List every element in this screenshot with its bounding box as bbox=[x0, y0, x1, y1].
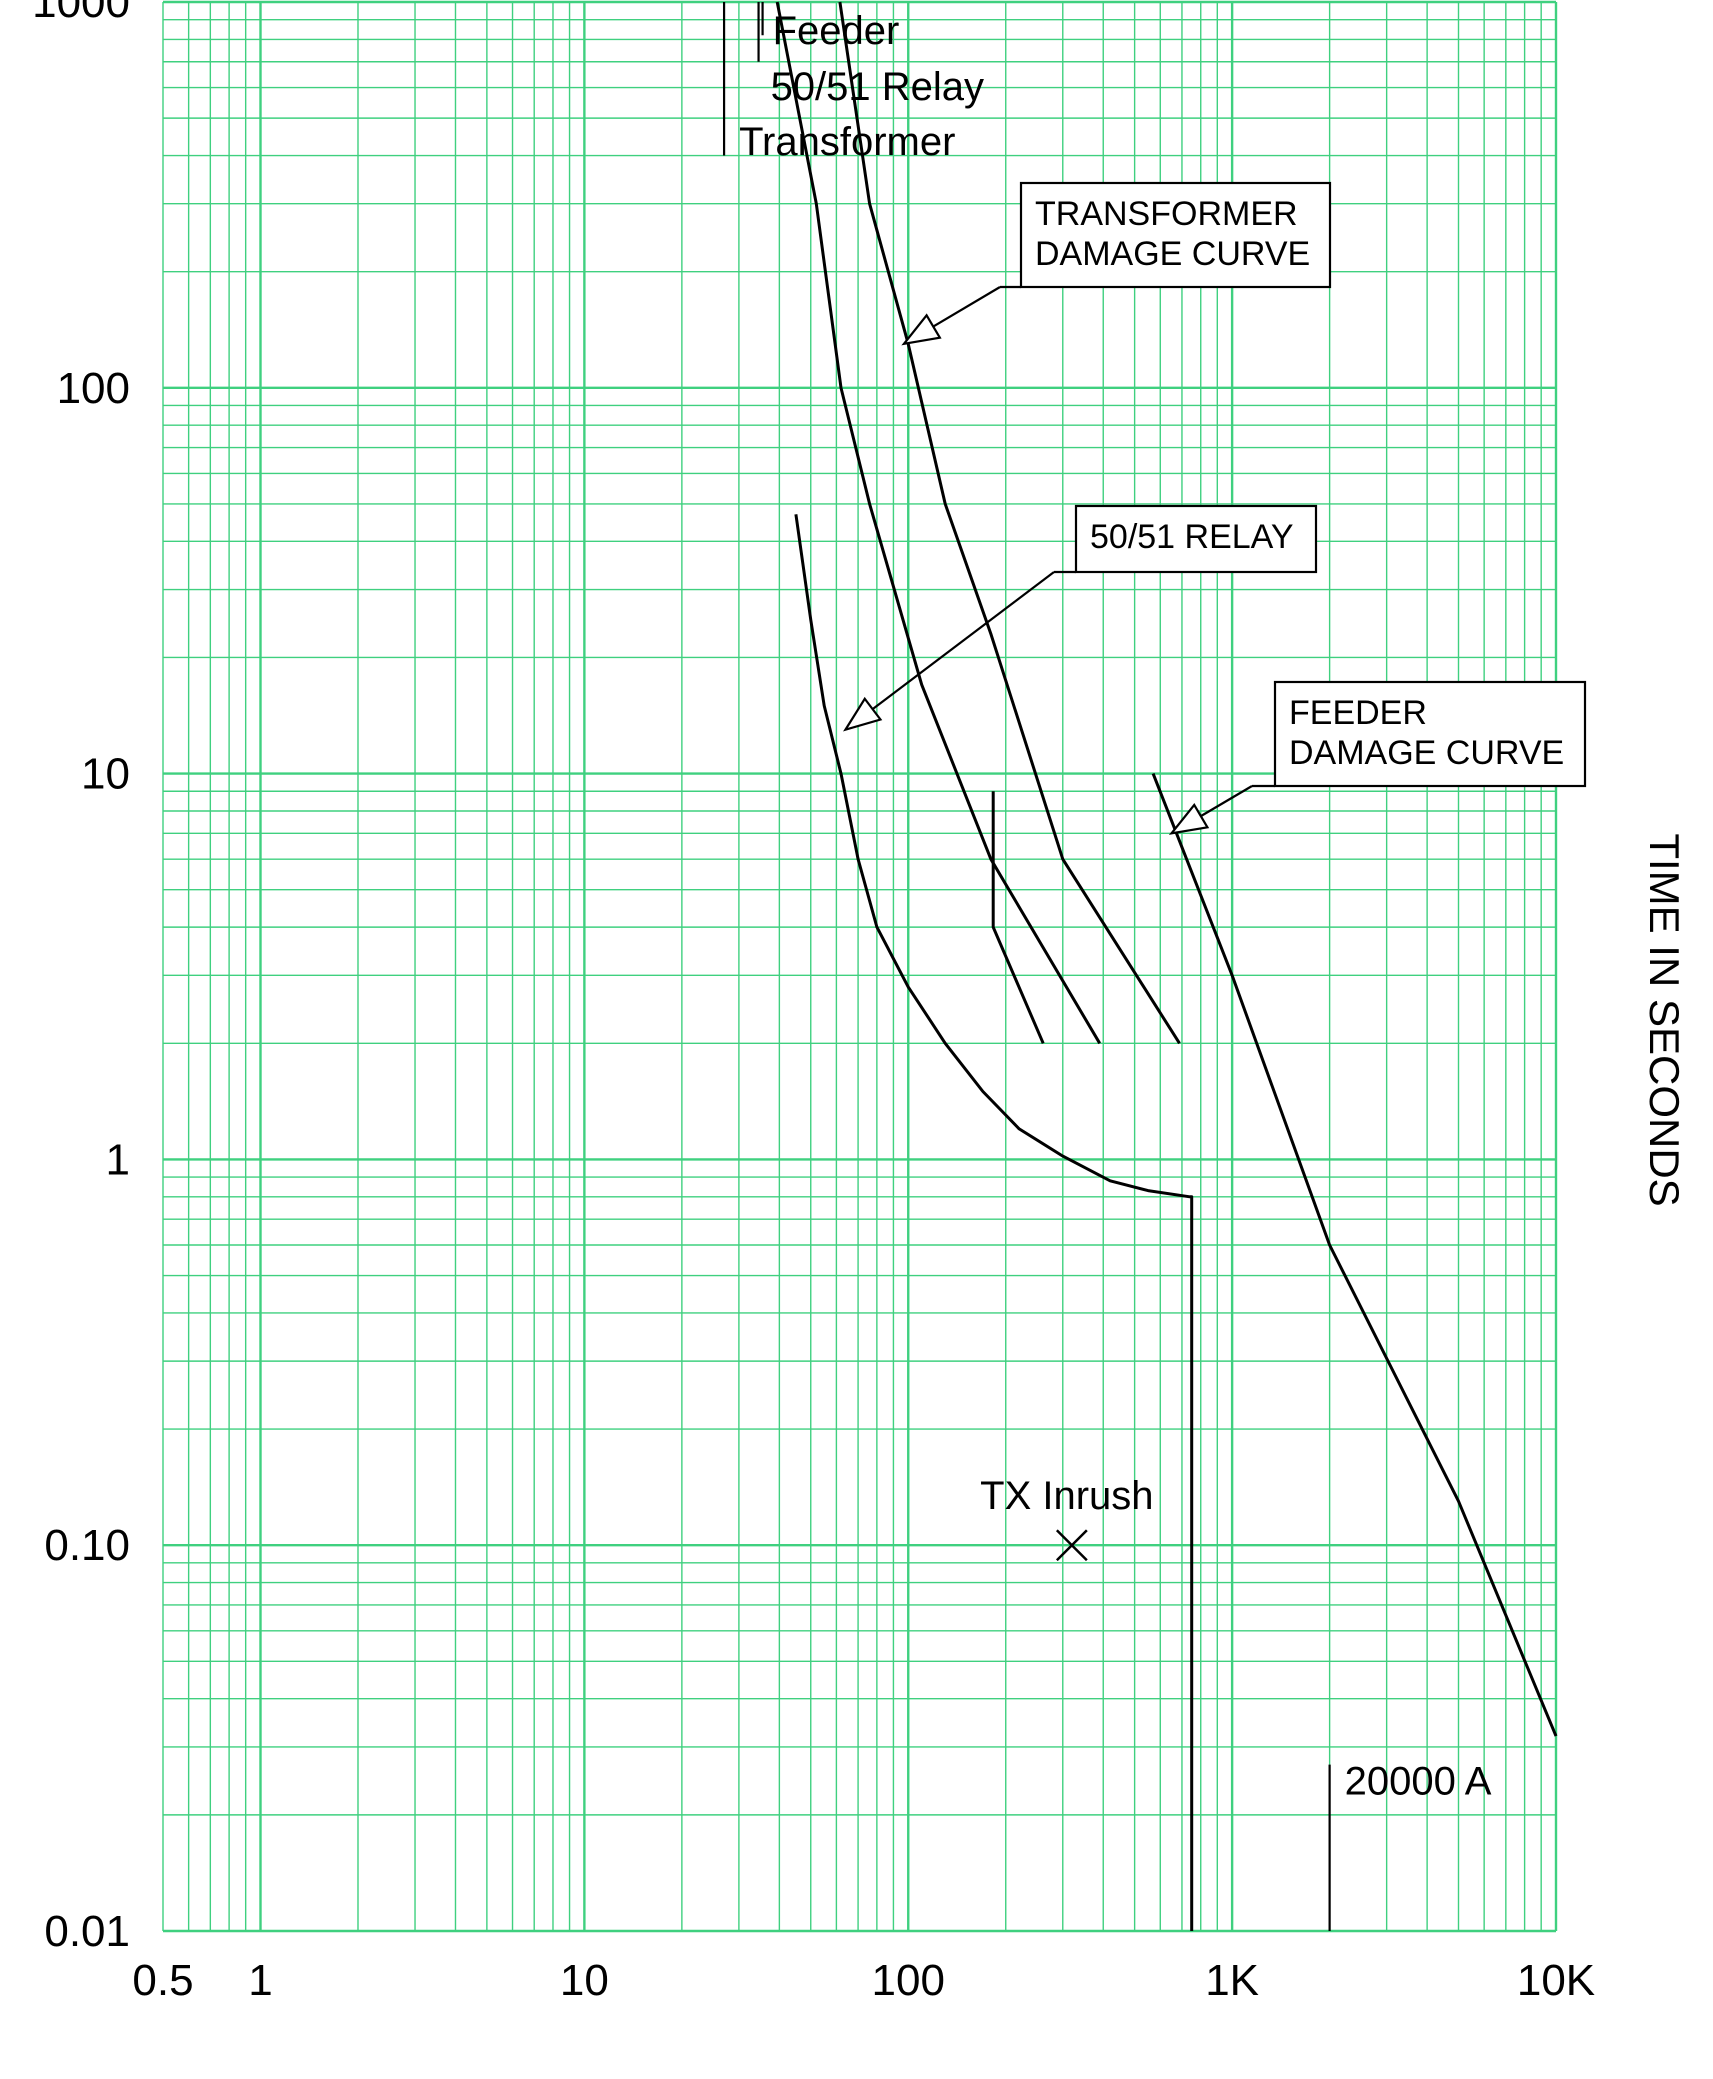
y-tick-label: 0.01 bbox=[44, 1907, 130, 1956]
callout-text: DAMAGE CURVE bbox=[1035, 235, 1310, 273]
callout-text: DAMAGE CURVE bbox=[1289, 734, 1564, 772]
relay-curve bbox=[794, 514, 1194, 1931]
callout-relay: 50/51 RELAY bbox=[843, 504, 1318, 732]
callout-leader bbox=[932, 286, 1001, 328]
x-tick-label: 1K bbox=[1205, 1956, 1259, 2005]
transformer-damage-mechanical bbox=[991, 791, 1045, 1044]
transformer-damage-curve bbox=[838, 1, 1181, 1045]
pickup-feeder-label: Feeder bbox=[773, 9, 900, 53]
callout-arrowhead bbox=[901, 313, 942, 346]
curve-group bbox=[775, 1, 1558, 1931]
callout-leader bbox=[1200, 785, 1253, 818]
y-tick-label: 0.10 bbox=[44, 1521, 130, 1570]
y-axis-label: TIME IN SECONDS bbox=[1641, 833, 1688, 1206]
callout-arrowhead bbox=[843, 696, 883, 732]
callout-text: 50/51 RELAY bbox=[1090, 518, 1294, 556]
feeder-damage-curve bbox=[1151, 773, 1558, 1737]
callout-text: FEEDER bbox=[1289, 694, 1427, 732]
y-tick-label: 10 bbox=[81, 750, 130, 799]
callout-arrowhead bbox=[1168, 802, 1210, 835]
marker-group: Transformer 50/51 Relay Feeder 20000 A TX In… bbox=[722, 2, 1492, 1931]
y-tick-label: 1 bbox=[106, 1135, 130, 1184]
x-tick-label: 1 bbox=[248, 1956, 272, 2005]
transformer-damage-thermal bbox=[775, 1, 1101, 1045]
chart-grid bbox=[162, 0, 1558, 1933]
axis-tick-labels: 0.5 1 10 100 1K 10K 1000 100 10 1 0.10 0.01 bbox=[32, 0, 1595, 2005]
callout-leader bbox=[871, 571, 1055, 711]
x-tick-label: 10 bbox=[560, 1956, 609, 2005]
x-tick-label: 100 bbox=[872, 1956, 945, 2005]
x-tick-label: 10K bbox=[1517, 1956, 1595, 2005]
tx-inrush-label: TX Inrush bbox=[980, 1474, 1153, 1518]
fault-current-label: 20000 A bbox=[1345, 1760, 1492, 1804]
pickup-relay-label: 50/51 Relay bbox=[771, 65, 984, 109]
callout-box bbox=[1019, 181, 1332, 289]
y-tick-label: 100 bbox=[57, 364, 130, 413]
tx-inrush-marker bbox=[1055, 1529, 1088, 1562]
x-tick-label: 0.5 bbox=[132, 1956, 193, 2005]
pickup-transformer-label: Transformer bbox=[739, 120, 955, 164]
callout-box bbox=[1273, 680, 1587, 788]
y-tick-label: 1000 bbox=[32, 0, 130, 27]
callout-box bbox=[1074, 504, 1318, 574]
callout-text: TRANSFORMER bbox=[1035, 195, 1298, 233]
